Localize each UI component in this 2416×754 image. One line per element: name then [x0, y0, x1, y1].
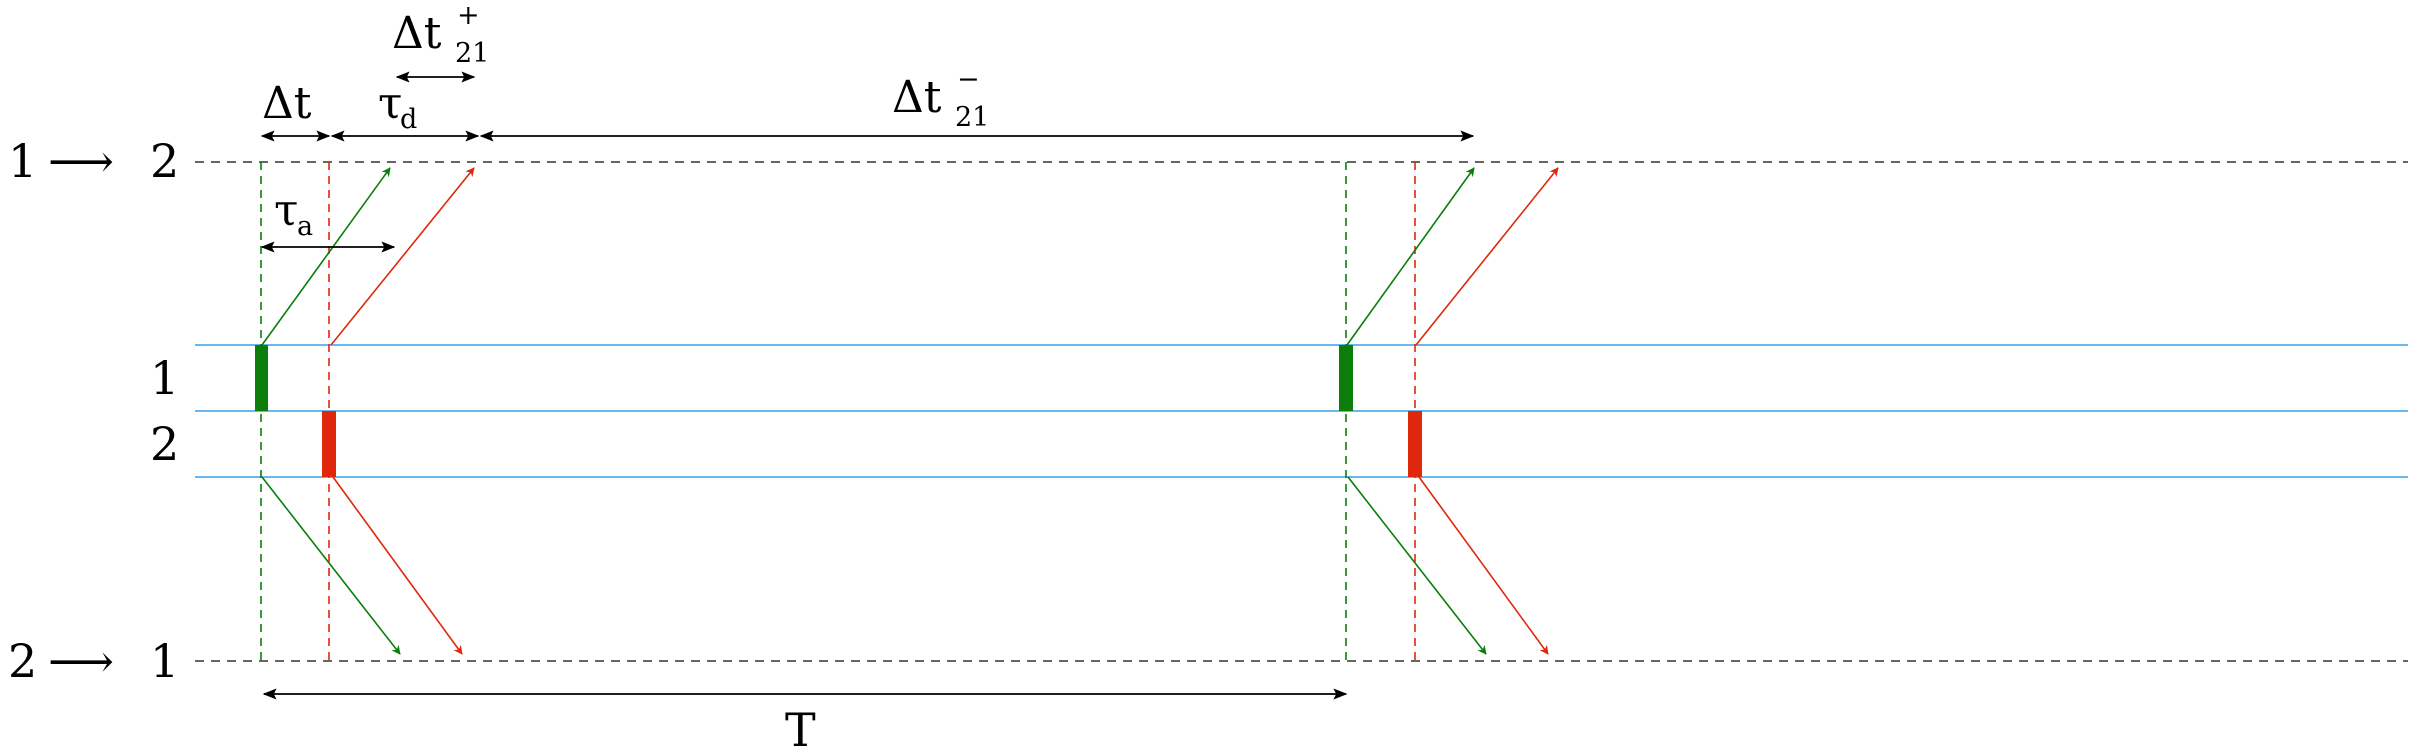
red-pulse-2 [1408, 411, 1422, 477]
top-row-arrow-label: ⟶ [48, 134, 114, 188]
period-label: T [785, 703, 816, 754]
red-up-arrow-2 [1415, 167, 1559, 346]
green-down-arrow-1 [261, 476, 401, 655]
delta-t21-minus-subscript: 21 [955, 102, 989, 133]
delta-t-label: Δt [262, 78, 312, 129]
green-pulse-1 [255, 345, 268, 411]
top-row-to-label: 2 [150, 134, 179, 188]
delta-t21-plus-symbol: Δt [392, 8, 442, 59]
red-down-arrow-2 [1418, 476, 1549, 655]
delta-t21-minus-symbol: Δt [892, 72, 942, 123]
green-down-arrow-2 [1347, 476, 1487, 655]
tau-d-symbol: τ [378, 78, 402, 129]
delta-t21-plus-subscript: 21 [455, 38, 489, 69]
tau-a-subscript: a [297, 211, 313, 242]
channel-1-label: 1 [150, 351, 179, 405]
green-pulse-2 [1339, 345, 1353, 411]
bottom-row-from-label: 2 [8, 634, 37, 688]
tau-a-symbol: τ [274, 185, 298, 236]
bottom-row-arrow-label: ⟶ [48, 634, 114, 688]
top-row-from-label: 1 [8, 134, 37, 188]
delta-t21-minus-superscript: − [957, 64, 980, 95]
green-up-arrow-2 [1346, 167, 1475, 346]
red-up-arrow-1 [330, 167, 475, 346]
red-pulse-1 [322, 411, 336, 477]
red-down-arrow-1 [332, 476, 463, 655]
delta-t21-plus-superscript: + [457, 0, 480, 31]
bottom-row-to-label: 1 [150, 634, 179, 688]
channel-2-label: 2 [150, 417, 179, 471]
tau-d-subscript: d [400, 104, 417, 135]
green-up-arrow-1 [261, 167, 391, 346]
